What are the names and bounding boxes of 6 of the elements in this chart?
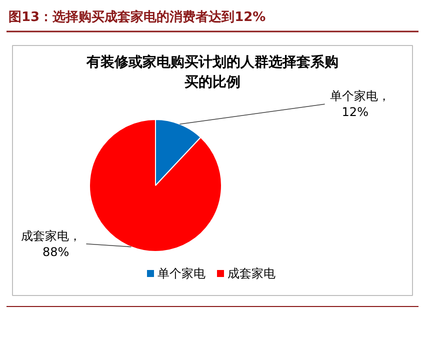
data-label: 成套家电，88%	[21, 228, 82, 259]
chart-subtitle: 有装修或家电购买计划的人群选择套系购买的比例	[86, 54, 338, 90]
chart-title: 图13：选择购买成套家电的消费者达到12%	[8, 9, 266, 25]
legend-label: 单个家电	[158, 266, 206, 280]
legend-label: 成套家电	[228, 266, 276, 280]
data-label: 单个家电，12%	[330, 89, 390, 120]
